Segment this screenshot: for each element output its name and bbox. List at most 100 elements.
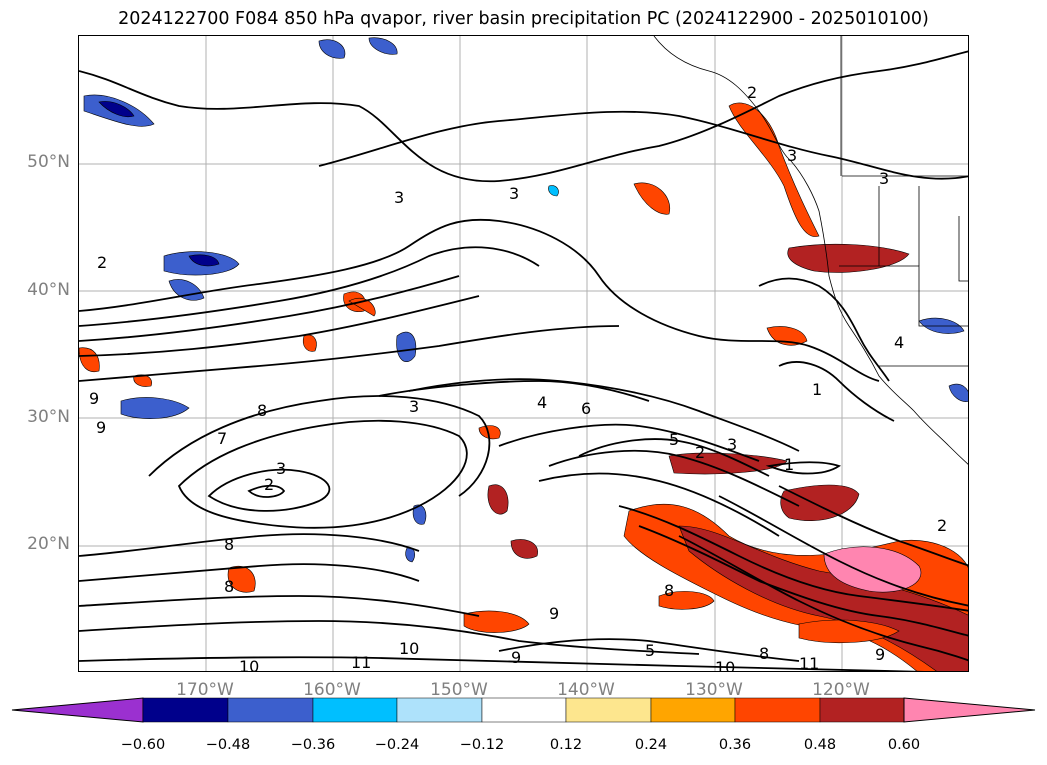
contour-labels: 2 9 9 8 7 3 2 8 3 3 3 4 6 5 2 3 1 2 3 2 … [89,83,947,672]
precip-patch-30n-130w [668,452,788,475]
contour-label: 6 [581,399,591,418]
colorbar-segment [650,697,736,723]
contour-trough-1 [578,438,770,477]
lon-label-140w: 140°W [557,680,615,700]
precip-patch-33n-179w [79,347,100,372]
qvapor-contours [79,50,968,671]
precip-neg-patch-39n-166w [168,279,205,301]
colorbar-tick: −0.36 [290,737,336,753]
contour-label: 5 [669,430,679,449]
colorbar [11,697,1036,723]
contour-label: 9 [89,389,99,408]
contour-label: 3 [276,459,286,478]
precip-patch-pink-max [823,546,922,593]
contour-label: 8 [224,535,234,554]
lat-label-40n: 40°N [27,280,70,300]
border-state-c [958,216,968,282]
contour-label: 3 [409,397,419,416]
contour-band-1 [618,505,968,612]
lat-label-50n: 50°N [27,152,70,172]
precip-patch-25n-123w [780,484,860,521]
precip-patch-12n-148w [463,610,530,633]
precip-neg-patch-30n-170w [120,397,190,419]
colorbar-segment [819,697,905,723]
precip-positive [79,102,968,671]
colorbar-segment [312,697,398,723]
contour-mid-5 [79,325,620,382]
colorbar-tick: −0.24 [374,737,420,753]
contour-coastal-2 [778,361,895,422]
contour-mid-4 [79,295,480,357]
colorbar-segment [227,697,314,723]
contour-label: 9 [511,648,521,667]
lon-label-150w: 150°W [430,680,488,700]
precip-neg-patch-30n-116w [948,383,968,402]
colorbar-segment [565,697,652,723]
contour-1 [765,461,842,475]
contour-outer-ring-1 [177,419,468,529]
colorbar-tick: 0.24 [634,737,668,753]
map-canvas: 2 9 9 8 7 3 2 8 3 3 3 4 6 5 2 3 1 2 3 2 … [79,36,968,672]
contour-label: 2 [264,475,274,494]
contour-mid-2 [79,246,540,327]
contour-label: 4 [537,393,547,412]
contour-label: 1 [812,380,822,399]
north-america-coastline [653,36,968,465]
colorbar-tick: −0.48 [205,737,251,753]
contour-label: 1 [784,455,794,474]
contour-3-inner [207,468,331,512]
precip-patch-13n-125w [798,619,900,644]
contour-label: 8 [759,644,769,663]
precip-patch-18n-133w [658,591,715,610]
contour-label: 7 [217,429,227,448]
contour-9-south [498,638,800,662]
contour-6 [408,378,800,452]
contour-label: 3 [727,435,737,454]
colorbar-tick: −0.12 [459,737,505,753]
precip-neg-patch-33n-144w [396,331,417,362]
colorbar-segment [481,697,567,723]
colorbar-segment [142,697,229,723]
precip-neg-core-42n-168w [188,254,220,267]
contour-label: 3 [509,184,519,203]
lon-label-170w: 170°W [176,680,234,700]
contour-5 [498,423,760,462]
precip-neg-patch-46n-163w [548,185,559,197]
contour-label: 8 [664,581,674,600]
colorbar-extend-high [903,697,1036,723]
lat-label-20n: 20°N [27,534,70,554]
coastline [653,36,968,465]
contour-4 [378,380,650,402]
contour-11 [79,656,923,671]
contour-mid-1 [79,218,880,382]
contour-label: 2 [695,443,705,462]
lon-label-160w: 160°W [303,680,361,700]
contour-band-3 [678,535,968,662]
contour-2-north [79,50,968,183]
contour-label: 3 [879,169,889,188]
precip-patch-38n-166w [302,334,317,352]
contour-label: 2 [747,83,757,102]
colorbar-tick: 0.60 [887,737,921,753]
lon-label-120w: 120°W [812,680,870,700]
colorbar-extend-low [11,697,144,723]
border-ca-nv [839,265,968,327]
contour-south-4 [79,620,700,655]
contour-trough-3 [538,472,780,537]
map-panel: 2 9 9 8 7 3 2 8 3 3 3 4 6 5 2 3 1 2 3 2 … [78,35,969,672]
contour-label: 10 [239,657,259,672]
contour-label: 11 [799,654,819,672]
contour-south-3 [79,595,480,617]
colorbar-tick: 0.36 [718,737,752,753]
contour-label: 3 [394,188,404,207]
colorbar-tick: 0.12 [549,737,583,753]
precip-patch-44n-128w [633,182,671,215]
contour-2-inner [247,484,286,498]
contour-label: 8 [224,577,234,596]
contour-mid-3 [79,275,460,342]
contour-trough-2 [548,449,800,507]
precip-patch-20n-146w [510,539,538,559]
contour-label: 9 [96,418,106,437]
contour-coastal-1 [758,277,890,382]
contour-label: 9 [875,645,885,664]
